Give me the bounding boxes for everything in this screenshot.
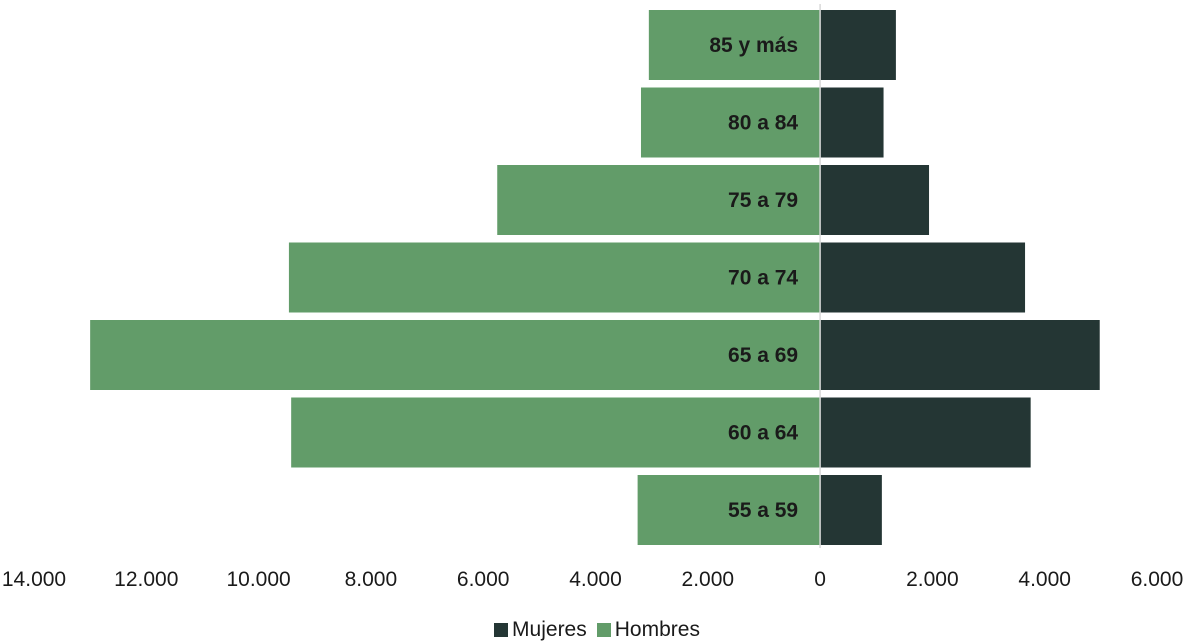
x-tick-label: 8.000 bbox=[345, 568, 398, 591]
x-tick-label: 14.000 bbox=[2, 568, 66, 591]
x-tick-label: 12.000 bbox=[114, 568, 178, 591]
population-pyramid-chart: 85 y más 80 a 84 75 a 79 70 a 74 65 a 69 60 a… bbox=[2, 4, 1183, 591]
legend-label-mujeres: Mujeres bbox=[512, 618, 587, 641]
age-label-85-y-mas: 85 y más bbox=[709, 34, 798, 57]
x-tick-label: 10.000 bbox=[226, 568, 290, 591]
bar-mujeres-85-y-mas bbox=[820, 10, 896, 80]
legend-swatch-mujeres bbox=[494, 623, 509, 637]
x-tick-label: 2.000 bbox=[906, 568, 959, 591]
legend-swatch-hombres bbox=[596, 623, 611, 637]
bar-mujeres-80-a-84 bbox=[820, 87, 884, 158]
age-label-65-a-69: 65 a 69 bbox=[728, 344, 798, 367]
bar-mujeres-65-a-69 bbox=[820, 320, 1100, 390]
women-bars bbox=[820, 10, 1100, 545]
bar-hombres-75-a-79 bbox=[497, 165, 821, 235]
legend: Mujeres Hombres bbox=[0, 618, 1194, 642]
bar-mujeres-75-a-79 bbox=[820, 165, 930, 235]
legend-label-hombres: Hombres bbox=[614, 618, 700, 641]
x-tick-label: 2.000 bbox=[682, 568, 735, 591]
x-tick-label: 6.000 bbox=[457, 568, 510, 591]
x-tick-label: 4.000 bbox=[1018, 568, 1071, 591]
bar-hombres-85-y-mas bbox=[648, 10, 821, 80]
age-label-55-a-59: 55 a 59 bbox=[728, 499, 798, 522]
bar-hombres-55-a-59 bbox=[637, 475, 821, 545]
bar-hombres-70-a-74 bbox=[288, 242, 821, 313]
x-tick-label: 4.000 bbox=[569, 568, 622, 591]
x-tick-label: 6.000 bbox=[1131, 568, 1184, 591]
legend-item-hombres: Hombres bbox=[596, 618, 700, 642]
bar-hombres-60-a-64 bbox=[291, 397, 821, 468]
bar-hombres-65-a-69 bbox=[90, 320, 821, 390]
bar-mujeres-70-a-74 bbox=[820, 242, 1026, 313]
legend-item-mujeres: Mujeres bbox=[494, 618, 587, 642]
x-tick-label: 0 bbox=[814, 568, 826, 591]
bar-mujeres-60-a-64 bbox=[820, 397, 1031, 468]
age-label-70-a-74: 70 a 74 bbox=[728, 267, 798, 290]
bar-hombres-80-a-84 bbox=[640, 87, 821, 158]
age-group-labels: 85 y más 80 a 84 75 a 79 70 a 74 65 a 69 60 a… bbox=[709, 34, 798, 522]
bar-mujeres-55-a-59 bbox=[820, 475, 882, 545]
age-label-60-a-64: 60 a 64 bbox=[728, 422, 798, 445]
age-label-75-a-79: 75 a 79 bbox=[728, 189, 798, 212]
x-axis-tick-labels: 14.000 12.000 10.000 8.000 6.000 4.000 2.000 0 2… bbox=[2, 568, 1183, 591]
age-label-80-a-84: 80 a 84 bbox=[728, 112, 798, 135]
men-bars bbox=[90, 10, 821, 545]
